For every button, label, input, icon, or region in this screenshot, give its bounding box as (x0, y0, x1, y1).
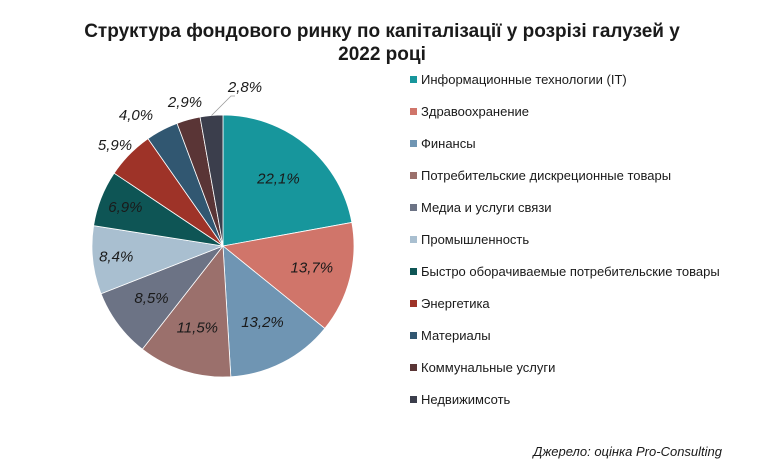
legend-swatch (410, 140, 417, 147)
legend-item: Быстро оборачиваемые потребительские тов… (410, 264, 720, 279)
legend-label: Информационные технологии (IT) (421, 72, 627, 87)
leader-line (211, 95, 235, 116)
legend-swatch (410, 364, 417, 371)
slice-data-label: 8,5% (134, 290, 168, 307)
legend-label: Финансы (421, 136, 476, 151)
legend-item: Материалы (410, 328, 720, 343)
legend-swatch (410, 268, 417, 275)
slice-data-label: 8,4% (99, 249, 133, 266)
chart-title-line-1: Структура фондового ринку по капіталізац… (84, 21, 680, 42)
legend-item: Недвижимсоть (410, 392, 720, 407)
legend-label: Материалы (421, 328, 491, 343)
legend-item: Потребительские дискреционные товары (410, 168, 720, 183)
legend-item: Информационные технологии (IT) (410, 72, 720, 87)
slice-data-label: 11,5% (177, 319, 218, 336)
legend-label: Потребительские дискреционные товары (421, 168, 672, 183)
legend-label: Здравоохранение (421, 104, 530, 119)
legend-swatch (410, 236, 417, 243)
legend-swatch (410, 108, 417, 115)
legend-item: Промышленность (410, 232, 720, 247)
pie-slice (222, 245, 326, 378)
chart-title-line-2: 2022 році (338, 44, 426, 65)
legend-label: Быстро оборачиваемые потребительские тов… (421, 264, 720, 279)
legend-swatch (410, 76, 417, 83)
legend-label: Энергетика (421, 296, 490, 311)
pie-slice (222, 114, 353, 247)
legend-label: Медиа и услуги связи (421, 200, 552, 215)
legend-swatch (410, 332, 417, 339)
pie-slices (91, 114, 355, 378)
source-note: Джерело: оцінка Pro-Consulting (533, 444, 722, 459)
slice-data-label: 4,0% (119, 107, 153, 124)
legend-label: Промышленность (421, 232, 530, 247)
legend-swatch (410, 172, 417, 179)
slice-data-label: 6,9% (108, 199, 142, 216)
slice-data-label: 5,9% (98, 137, 132, 154)
legend-item: Энергетика (410, 296, 720, 311)
legend-swatch (410, 204, 417, 211)
slice-data-label: 13,2% (241, 314, 284, 331)
pie-slice (222, 221, 355, 330)
chart-title: Структура фондового ринку по капіталізац… (0, 20, 764, 66)
slice-data-label: 22,1% (256, 171, 300, 188)
leader-lines (211, 95, 235, 116)
data-labels: 22,1% 13,7% 13,2% 11,5% 8,5% 8,4% 6,9% 5,9% 4,0%… (98, 79, 333, 337)
legend-item: Коммунальные услуги (410, 360, 720, 375)
legend-item: Медиа и услуги связи (410, 200, 720, 215)
legend-label: Коммунальные услуги (421, 360, 556, 375)
legend-item: Финансы (410, 136, 720, 151)
slice-data-label: 13,7% (291, 260, 334, 277)
legend-swatch (410, 300, 417, 307)
pie-slice (141, 244, 232, 378)
pie-slice (199, 114, 224, 247)
slice-data-label: 2,9% (167, 94, 202, 111)
legend-label: Недвижимсоть (421, 392, 511, 407)
legend-swatch (410, 396, 417, 403)
slice-data-label: 2,8% (227, 79, 262, 96)
legend-item: Здравоохранение (410, 104, 720, 119)
